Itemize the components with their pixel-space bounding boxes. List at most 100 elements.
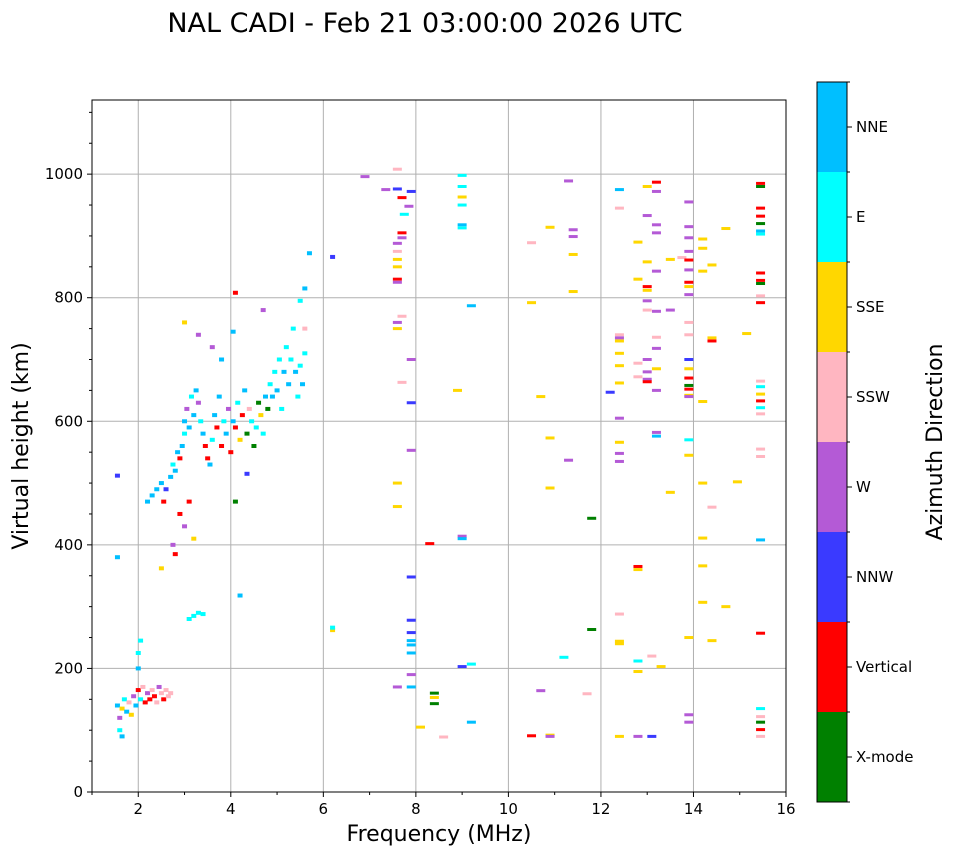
colorbar-tick-label: Vertical bbox=[856, 658, 912, 676]
echo-point bbox=[302, 286, 308, 291]
colorbar-segment bbox=[817, 532, 847, 622]
echo-point bbox=[732, 480, 742, 484]
echo-point bbox=[392, 320, 402, 324]
axis-ticks: 2 4 6 8 10 12 14 16 0 200 400 600 800 1000 bbox=[45, 111, 796, 818]
echo-point bbox=[756, 206, 766, 210]
colorbar-tick-label: SSW bbox=[856, 388, 890, 406]
echo-point bbox=[191, 613, 197, 618]
echo-point bbox=[121, 697, 127, 702]
echo-point bbox=[397, 236, 407, 240]
echo-point bbox=[232, 499, 238, 504]
echo-point bbox=[392, 277, 402, 281]
echo-point bbox=[457, 203, 467, 207]
echo-point bbox=[466, 304, 476, 308]
echo-point bbox=[605, 390, 615, 394]
echo-point bbox=[457, 223, 467, 227]
echo-point bbox=[564, 179, 574, 183]
x-tick-label: 12 bbox=[591, 800, 610, 818]
echo-point bbox=[149, 688, 155, 693]
echo-point bbox=[392, 481, 402, 485]
echo-point bbox=[756, 392, 766, 396]
echo-point bbox=[633, 240, 643, 244]
echo-point bbox=[684, 200, 694, 204]
echo-point bbox=[205, 456, 211, 461]
echo-point bbox=[360, 175, 370, 179]
echo-point bbox=[614, 440, 624, 444]
echo-point bbox=[392, 167, 402, 171]
echo-point bbox=[647, 654, 657, 658]
echo-point bbox=[128, 712, 134, 717]
echo-point bbox=[406, 651, 416, 655]
echo-point bbox=[568, 235, 578, 239]
echo-point bbox=[239, 413, 245, 418]
echo-point bbox=[684, 249, 694, 253]
echo-point bbox=[756, 181, 766, 185]
echo-point bbox=[149, 493, 155, 498]
colorbar-segment bbox=[817, 712, 847, 802]
y-tick-label: 800 bbox=[54, 289, 83, 307]
echo-point bbox=[135, 666, 141, 671]
colorbar-segment bbox=[817, 622, 847, 712]
echo-point bbox=[163, 487, 169, 492]
y-tick-label: 600 bbox=[54, 412, 83, 430]
echo-point bbox=[633, 361, 643, 365]
y-axis-label: Virtual height (km) bbox=[9, 342, 34, 549]
echo-point bbox=[656, 665, 666, 669]
echo-point bbox=[545, 734, 555, 738]
echo-point bbox=[684, 236, 694, 240]
echo-point bbox=[721, 605, 731, 609]
echo-point bbox=[698, 400, 708, 404]
echo-point bbox=[457, 665, 467, 669]
echo-point bbox=[457, 195, 467, 199]
echo-point bbox=[536, 395, 546, 399]
echo-point bbox=[114, 473, 120, 478]
echo-point bbox=[614, 416, 624, 420]
echo-point bbox=[633, 568, 643, 572]
echo-point bbox=[184, 406, 190, 411]
echo-point bbox=[698, 237, 708, 241]
echo-point bbox=[665, 490, 675, 494]
echo-point bbox=[684, 720, 694, 724]
echo-point bbox=[756, 631, 766, 635]
echo-point bbox=[684, 333, 694, 337]
echo-point bbox=[568, 290, 578, 294]
echo-point bbox=[392, 265, 402, 269]
echo-point bbox=[587, 628, 597, 632]
echo-point bbox=[665, 308, 675, 312]
echo-point bbox=[117, 715, 123, 720]
echo-point bbox=[235, 400, 241, 405]
echo-point bbox=[406, 685, 416, 689]
echo-point bbox=[114, 703, 120, 708]
echo-point bbox=[756, 282, 766, 286]
echo-point bbox=[406, 575, 416, 579]
echo-point bbox=[684, 358, 694, 361]
colorbar-label: Azimuth Direction bbox=[923, 343, 948, 540]
echo-point bbox=[684, 367, 694, 371]
echo-point bbox=[381, 188, 391, 192]
echo-point bbox=[209, 345, 215, 350]
echo-point bbox=[158, 566, 164, 571]
echo-point bbox=[182, 524, 188, 529]
echo-point bbox=[698, 481, 708, 485]
echo-point bbox=[246, 406, 252, 411]
echo-point bbox=[651, 309, 661, 313]
echo-point bbox=[191, 536, 197, 541]
echo-point bbox=[707, 336, 717, 340]
echo-point bbox=[397, 196, 407, 200]
echo-point bbox=[429, 702, 439, 706]
echo-point bbox=[684, 438, 694, 442]
echo-point bbox=[707, 339, 717, 343]
echo-point bbox=[295, 394, 301, 399]
echo-point bbox=[397, 380, 407, 384]
echo-point bbox=[684, 293, 694, 297]
echo-point bbox=[651, 335, 661, 339]
colorbar-tick-label: E bbox=[856, 208, 865, 226]
echo-point bbox=[651, 346, 661, 350]
echo-point bbox=[527, 734, 537, 738]
echo-point bbox=[276, 357, 282, 362]
echo-point bbox=[614, 642, 624, 646]
echo-point bbox=[297, 363, 303, 368]
echo-point bbox=[267, 382, 273, 387]
echo-point bbox=[651, 223, 661, 227]
echo-point bbox=[126, 700, 132, 705]
